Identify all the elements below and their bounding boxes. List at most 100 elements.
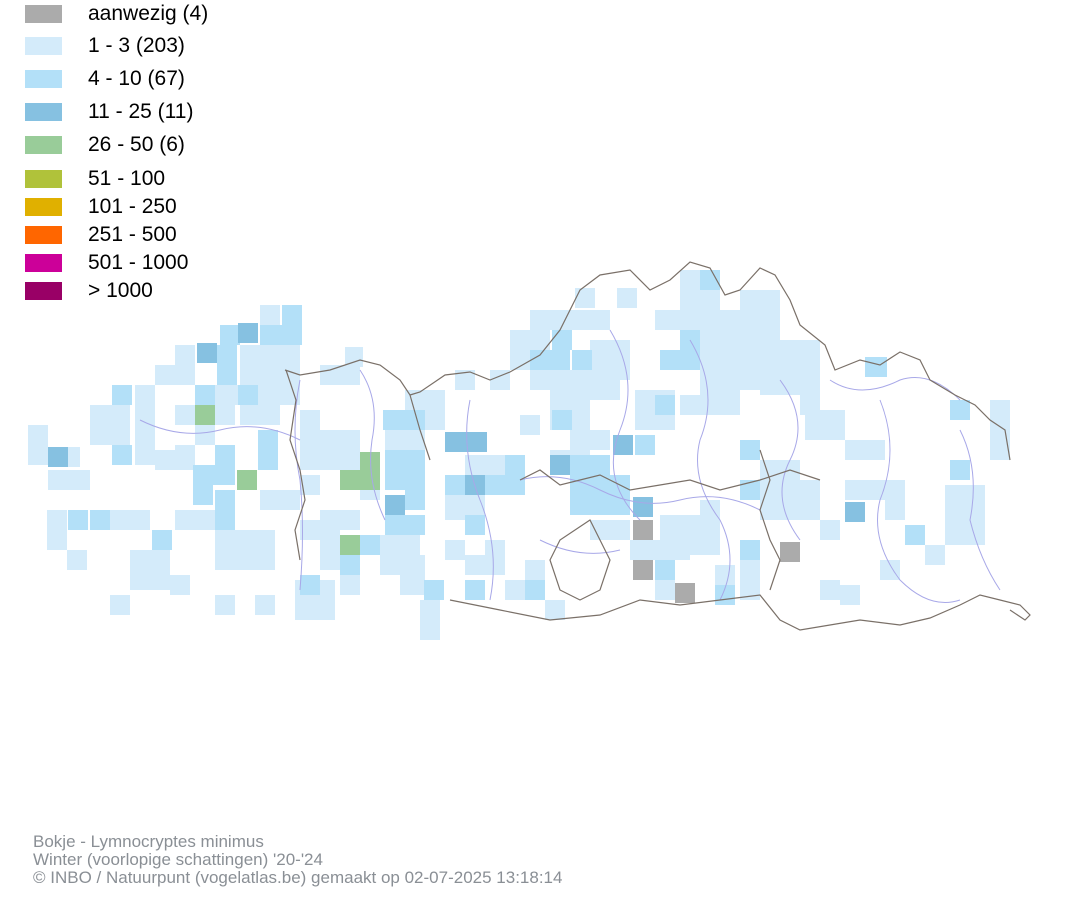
grid-cell xyxy=(130,550,170,590)
grid-cell xyxy=(237,470,257,490)
grid-cell xyxy=(360,535,380,555)
grid-cell xyxy=(193,485,213,505)
grid-cell xyxy=(300,410,320,430)
grid-cell xyxy=(28,425,48,465)
grid-cell xyxy=(320,530,340,570)
grid-cell xyxy=(155,365,195,385)
grid-cell xyxy=(112,445,132,465)
grid-cell xyxy=(135,385,155,425)
grid-cell xyxy=(840,585,860,605)
grid-cell xyxy=(845,502,865,522)
legend-item: 4 - 10 (67) xyxy=(25,67,325,94)
legend-label: 4 - 10 (67) xyxy=(88,67,185,90)
grid-cell xyxy=(740,540,760,560)
grid-cell xyxy=(90,405,130,445)
grid-cell xyxy=(590,520,630,540)
grid-cell xyxy=(68,510,88,530)
legend-label: 11 - 25 (11) xyxy=(88,100,194,123)
grid-cell xyxy=(260,325,302,345)
grid-cell xyxy=(383,410,425,430)
legend-label: > 1000 xyxy=(88,279,153,302)
grid-cell xyxy=(845,440,885,460)
legend-item: 51 - 100 xyxy=(25,167,325,194)
grid-cell xyxy=(195,385,215,405)
grid-cell xyxy=(950,400,970,420)
legend-swatch xyxy=(25,254,62,272)
grid-cell xyxy=(217,345,237,385)
grid-cell xyxy=(655,580,675,600)
grid-cell xyxy=(385,495,405,515)
grid-cell xyxy=(320,365,360,385)
legend-label: 51 - 100 xyxy=(88,167,166,190)
grid-cell xyxy=(740,560,760,600)
legend-label: 501 - 1000 xyxy=(88,251,189,274)
grid-cell xyxy=(465,580,485,600)
grid-cell xyxy=(170,575,190,595)
species-title: Bokje - Lymnocryptes minimus xyxy=(33,832,264,851)
legend-swatch xyxy=(25,170,62,188)
legend-swatch xyxy=(25,226,62,244)
legend-swatch xyxy=(25,198,62,216)
grid-cell xyxy=(255,595,275,615)
grid-cell xyxy=(715,565,735,585)
grid-cell xyxy=(175,405,195,425)
legend-item: 101 - 250 xyxy=(25,195,325,222)
grid-cell xyxy=(590,455,610,475)
grid-cell xyxy=(360,452,380,472)
grid-cell xyxy=(67,550,87,570)
grid-cell xyxy=(425,410,445,430)
legend-label: aanwezig (4) xyxy=(88,2,209,25)
grid-cell xyxy=(633,560,653,580)
grid-cell xyxy=(455,370,475,390)
grid-cell xyxy=(680,395,740,415)
grid-cell xyxy=(800,355,820,415)
grid-cell xyxy=(572,350,592,370)
grid-cell xyxy=(385,430,425,450)
map-caption: Bokje - Lymnocryptes minimus Winter (voo… xyxy=(33,833,562,887)
grid-cell xyxy=(260,305,280,325)
grid-cell xyxy=(700,270,720,290)
grid-cell xyxy=(240,405,280,425)
grid-cell xyxy=(885,500,905,520)
legend-swatch xyxy=(25,282,62,300)
grid-cell xyxy=(258,430,278,470)
grid-cell xyxy=(530,370,590,390)
grid-cell xyxy=(48,470,90,490)
grid-cell xyxy=(990,400,1010,460)
grid-cell xyxy=(48,447,68,467)
grid-cell xyxy=(950,460,970,480)
grid-cell xyxy=(550,455,570,475)
legend-item: 501 - 1000 xyxy=(25,251,325,278)
grid-cell xyxy=(570,455,590,475)
grid-cell xyxy=(340,575,360,595)
grid-cell xyxy=(112,385,132,405)
grid-cell xyxy=(520,415,540,435)
grid-cell xyxy=(405,390,445,410)
legend-swatch xyxy=(25,70,62,88)
grid-cell xyxy=(505,455,525,475)
grid-cell xyxy=(110,595,130,615)
legend-swatch xyxy=(25,136,62,154)
grid-cell xyxy=(260,490,300,510)
grid-cell xyxy=(345,347,363,367)
grid-cell xyxy=(424,580,444,600)
season-subtitle: Winter (voorlopige schattingen) '20-'24 xyxy=(33,850,323,869)
grid-cell xyxy=(175,445,195,465)
grid-cell xyxy=(845,480,905,500)
grid-cell xyxy=(617,288,637,308)
grid-cell xyxy=(300,575,320,595)
grid-cell xyxy=(505,580,525,600)
grid-cell xyxy=(780,542,800,562)
grid-cell xyxy=(820,520,840,540)
legend-item: > 1000 xyxy=(25,279,325,306)
grid-cell xyxy=(552,330,572,350)
grid-cell xyxy=(465,455,505,475)
grid-cell xyxy=(195,405,215,425)
grid-cell xyxy=(340,470,380,490)
legend-swatch xyxy=(25,37,62,55)
grid-cell xyxy=(175,345,195,365)
grid-cell xyxy=(405,555,425,595)
grid-cell xyxy=(215,490,235,530)
grid-cell xyxy=(215,405,235,425)
grid-cell xyxy=(340,555,360,575)
